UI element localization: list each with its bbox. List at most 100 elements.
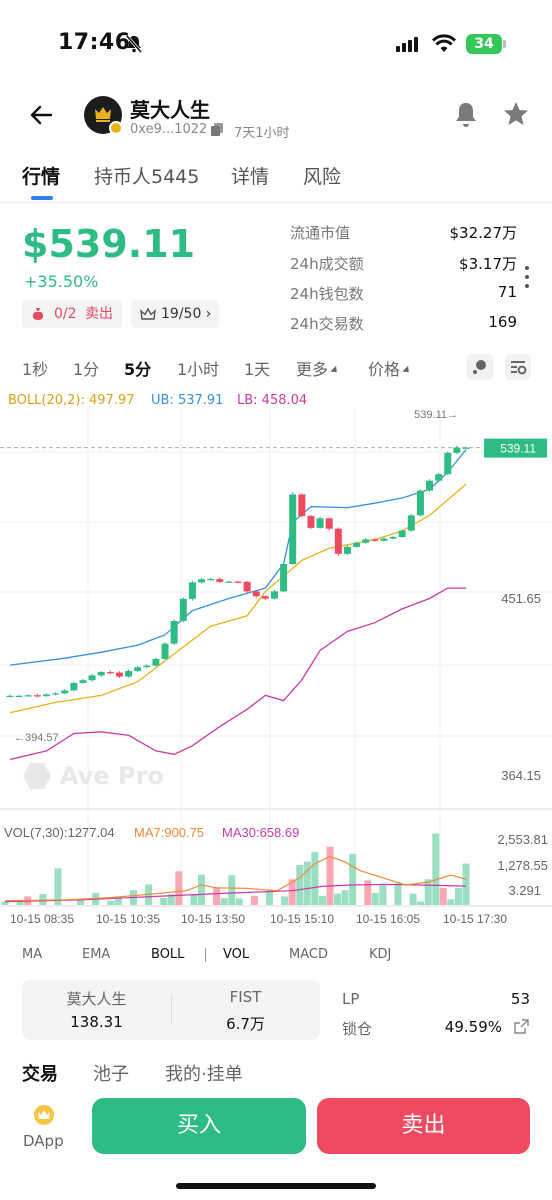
trade-tab-trades[interactable]: 交易 xyxy=(22,1064,58,1085)
interval-1h[interactable]: 1小时 xyxy=(177,360,220,379)
holding-base-label: FIST xyxy=(229,988,262,1006)
candle-body xyxy=(325,518,333,529)
token-name: 莫大人生 xyxy=(130,98,210,122)
candle-body xyxy=(198,579,206,583)
volume-bar xyxy=(167,894,175,905)
dapp-crown-icon[interactable] xyxy=(33,1104,55,1126)
chart-settings-button[interactable] xyxy=(505,354,531,380)
holding-token-label: 莫大人生 xyxy=(66,990,127,1008)
sell-button[interactable]: 卖出 xyxy=(317,1098,530,1154)
tab-details[interactable]: 详情 xyxy=(231,166,270,188)
trade-tab-my-orders[interactable]: 我的·挂单 xyxy=(165,1064,243,1085)
volume-bar xyxy=(394,883,402,905)
trade-tab-pool[interactable]: 池子 xyxy=(93,1064,129,1085)
indicator-tab-ma[interactable]: MA xyxy=(22,947,43,962)
candle-body xyxy=(307,516,315,528)
candle-body xyxy=(444,452,452,475)
tab-market[interactable]: 行情 xyxy=(22,166,61,188)
stat-value-volume: $3.17万 xyxy=(459,255,517,273)
token-age: 7天1小时 xyxy=(234,126,290,141)
candle-body xyxy=(6,695,14,697)
indicator-tab-ema[interactable]: EMA xyxy=(82,947,111,962)
interval-5m[interactable]: 5分 xyxy=(124,360,152,379)
volume-bar xyxy=(160,897,168,905)
time-axis-label: 10-15 13:50 xyxy=(181,912,245,926)
volume-bar xyxy=(54,868,62,905)
caret-down-icon xyxy=(330,365,340,376)
status-time: 17:46 xyxy=(58,30,131,55)
candle-body xyxy=(179,598,187,621)
boll-upper-value: UB: 537.91 xyxy=(151,393,224,408)
volume-bar xyxy=(281,896,289,905)
external-link-icon[interactable] xyxy=(514,1019,529,1034)
interval-more[interactable]: 更多 xyxy=(296,356,340,380)
indicator-tab-kdj[interactable]: KDJ xyxy=(369,947,392,962)
more-options-icon[interactable] xyxy=(525,266,529,288)
stat-label-volume: 24h成交额 xyxy=(290,255,364,273)
volume-bar xyxy=(462,863,470,905)
boll-lower-line xyxy=(9,587,466,761)
interval-1d[interactable]: 1天 xyxy=(244,360,271,379)
sell-chip-count: 0/2 xyxy=(54,306,77,322)
current-price: $539.11 xyxy=(22,222,196,266)
volume-bar xyxy=(197,874,205,905)
time-axis-label: 10-15 17:30 xyxy=(443,912,507,926)
time-axis-label: 10-15 15:10 xyxy=(270,912,334,926)
lock-label: 锁仓 xyxy=(342,1020,373,1038)
candle-body xyxy=(270,591,278,599)
volume-bar xyxy=(439,887,447,905)
volume-bar xyxy=(107,900,115,905)
back-arrow-icon[interactable] xyxy=(28,102,54,128)
candle-body xyxy=(188,582,196,599)
candle-body xyxy=(170,620,178,644)
top-holders-chip[interactable]: 19/50 › xyxy=(131,300,219,328)
price-mode-select[interactable]: 价格 xyxy=(368,356,412,380)
indicator-tab-macd[interactable]: MACD xyxy=(289,947,328,962)
interval-1m[interactable]: 1分 xyxy=(73,360,100,379)
indicator-tab-boll[interactable]: BOLL xyxy=(151,947,185,962)
buy-button[interactable]: 买入 xyxy=(92,1098,306,1154)
volume-bar xyxy=(288,879,296,905)
lp-value: 53 xyxy=(510,990,530,1008)
candle-body xyxy=(261,596,269,599)
stat-label-wallets: 24h钱包数 xyxy=(290,285,364,303)
vol-ma7-line xyxy=(4,855,467,902)
token-avatar xyxy=(84,96,123,135)
sell-count-chip[interactable]: 0/2 卖出 xyxy=(22,300,122,328)
tabs-divider xyxy=(0,202,552,203)
dapp-label[interactable]: DApp xyxy=(23,1132,64,1150)
candle-body xyxy=(407,515,415,531)
tab-holders[interactable]: 持币人5445 xyxy=(94,166,200,188)
indicator-tab-vol[interactable]: VOL xyxy=(223,947,250,962)
volume-bar xyxy=(326,846,334,905)
volume-bar xyxy=(250,895,258,905)
candle-body xyxy=(243,581,251,592)
volume-bar xyxy=(1,901,9,905)
candle-body xyxy=(234,581,242,583)
volume-bar xyxy=(213,887,221,905)
candle-body xyxy=(389,537,397,539)
price-alert-bell-icon[interactable] xyxy=(452,100,480,130)
interval-more-label: 更多 xyxy=(296,360,329,379)
drawing-tool-icon xyxy=(473,360,486,374)
ave-pro-watermark: Ave Pro xyxy=(60,762,164,790)
interval-1s[interactable]: 1秒 xyxy=(22,360,49,379)
chart-tool-button[interactable] xyxy=(467,354,493,380)
battery-tip xyxy=(503,40,506,48)
candle-body xyxy=(343,546,351,554)
volume-bar xyxy=(39,894,47,905)
copy-icon[interactable] xyxy=(211,123,223,136)
low-price-marker: ←394.57 xyxy=(14,732,59,744)
silent-bell-icon xyxy=(125,35,143,53)
volume-bar xyxy=(334,893,342,905)
boll-lower-value: LB: 458.04 xyxy=(237,393,308,408)
volume-bar xyxy=(447,899,455,905)
boll-value: BOLL(20,2): 497.97 xyxy=(8,393,135,408)
candlestick-chart[interactable]: 451.65 364.15 539.11→ ←394.57 539.11 VOL(7,30… xyxy=(0,405,552,930)
battery-indicator: 34 xyxy=(466,34,502,54)
vol-ma30-line xyxy=(4,883,467,903)
tab-risk[interactable]: 风险 xyxy=(303,166,342,188)
vol-indicator-value: VOL(7,30):1277.04 xyxy=(4,825,115,840)
candle-body xyxy=(125,671,133,677)
favorite-star-icon[interactable] xyxy=(502,100,530,128)
